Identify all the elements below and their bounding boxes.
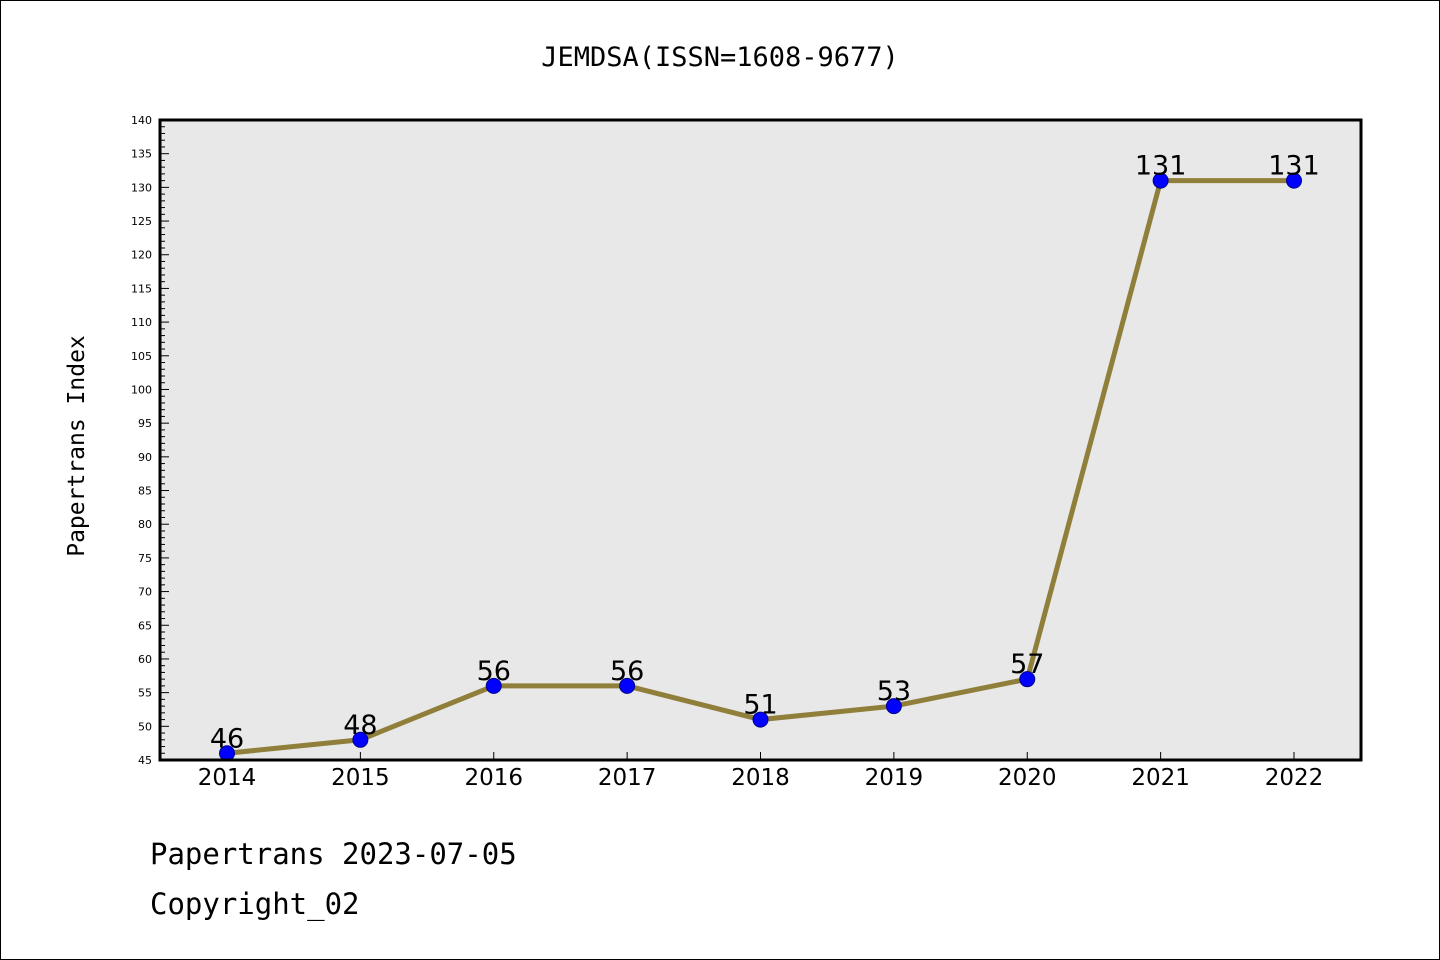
y-tick-label: 90 [138, 451, 152, 464]
y-tick-label: 85 [138, 485, 152, 498]
y-tick-label: 125 [131, 215, 152, 228]
data-label: 56 [610, 656, 644, 687]
y-axis: 45 50 55 60 65 70 75 80 85 90 95 100 105 110 115 120 125… [131, 114, 169, 767]
y-tick-label: 75 [138, 552, 152, 565]
data-point [752, 711, 769, 728]
x-tick-label: 2015 [331, 765, 390, 791]
data-label: 46 [210, 723, 244, 754]
data-point [885, 698, 902, 715]
y-tick-label: 80 [138, 518, 152, 531]
data-label: 131 [1268, 151, 1320, 182]
x-tick-label: 2019 [865, 765, 924, 791]
y-tick-label: 115 [131, 282, 152, 295]
y-tick-label: 140 [131, 114, 152, 127]
data-point [1286, 172, 1302, 189]
series-layer [219, 172, 1302, 762]
data-label: 57 [1010, 649, 1044, 680]
plot-area [160, 120, 1361, 760]
x-tick-label: 2016 [464, 765, 523, 791]
footer-date: Papertrans 2023-07-05 [150, 837, 517, 871]
plot-border [158, 118, 1363, 762]
y-tick-label: 95 [138, 417, 152, 430]
data-point [1152, 172, 1169, 189]
x-tick-label: 2018 [731, 765, 790, 791]
y-tick-label: 110 [131, 316, 152, 329]
y-tick-label: 65 [138, 619, 152, 632]
data-point [619, 677, 636, 694]
x-tick-label: 2022 [1265, 765, 1324, 791]
y-tick-label: 60 [138, 653, 152, 666]
data-point [485, 677, 502, 694]
data-label: 53 [877, 676, 911, 707]
y-tick-label: 135 [131, 148, 152, 161]
footer-copyright: Copyright_02 [150, 887, 360, 922]
data-label: 48 [343, 710, 377, 741]
data-label: 131 [1135, 151, 1187, 182]
y-tick-label: 100 [131, 383, 152, 396]
y-tick-label: 130 [131, 181, 152, 194]
data-labels: 46 48 56 56 51 53 57 131 131 [210, 151, 1320, 755]
data-label: 51 [743, 690, 777, 721]
y-tick-label: 120 [131, 249, 152, 262]
y-tick-label: 45 [138, 754, 152, 767]
x-tick-label: 2021 [1131, 765, 1190, 791]
x-tick-label: 2014 [198, 765, 257, 791]
y-tick-label: 70 [138, 586, 152, 599]
data-point [1019, 671, 1036, 688]
data-label: 56 [477, 656, 511, 687]
y-tick-label: 55 [138, 687, 152, 700]
y-tick-label: 105 [131, 350, 152, 363]
x-tick-label: 2017 [598, 765, 657, 791]
data-point [352, 731, 369, 748]
y-tick-label: 50 [138, 720, 152, 733]
chart-title: JEMDSA(ISSN=1608-9677) [541, 42, 899, 73]
x-tick-label: 2020 [998, 765, 1057, 791]
y-axis-label: Papertrans Index [64, 335, 90, 557]
